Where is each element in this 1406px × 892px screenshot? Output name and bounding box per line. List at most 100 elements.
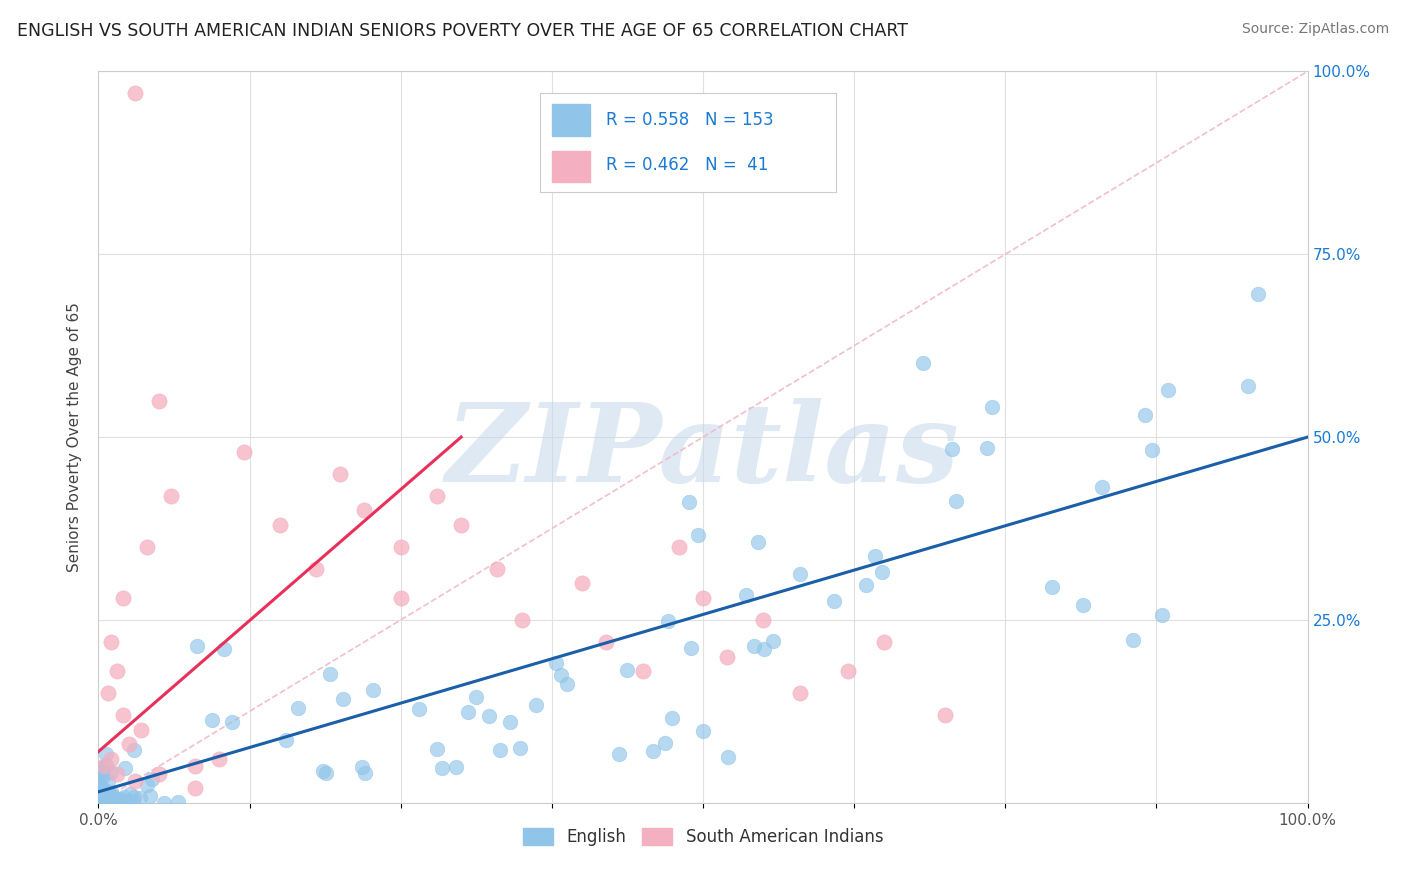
Point: [87, 761, 110, 775]
Point: [90, 795, 112, 809]
Point: [87, 796, 110, 810]
Point: [97, 786, 120, 800]
Point: [319, 667, 342, 681]
Point: [389, 540, 412, 554]
Point: [100, 793, 122, 807]
Point: [91, 785, 114, 799]
Point: [112, 790, 135, 805]
Point: [595, 635, 617, 649]
Point: [136, 778, 159, 792]
Point: [688, 528, 710, 542]
Point: [450, 517, 472, 532]
Point: [90, 796, 112, 810]
Point: [87, 795, 110, 809]
Point: [100, 764, 122, 779]
Text: ENGLISH VS SOUTH AMERICAN INDIAN SENIORS POVERTY OVER THE AGE OF 65 CORRELATION : ENGLISH VS SOUTH AMERICAN INDIAN SENIORS…: [17, 22, 908, 40]
Point: [912, 356, 935, 370]
Text: ZIPatlas: ZIPatlas: [446, 398, 960, 506]
Point: [90, 796, 112, 810]
Point: [315, 765, 337, 780]
Point: [1073, 598, 1095, 612]
Point: [94, 794, 117, 808]
Point: [408, 702, 430, 716]
Point: [110, 792, 132, 806]
Point: [87, 795, 110, 809]
Point: [94, 784, 117, 798]
Point: [762, 634, 785, 648]
Point: [110, 796, 132, 810]
Point: [735, 588, 758, 602]
Point: [654, 736, 676, 750]
Point: [90, 796, 112, 810]
Point: [90, 796, 112, 810]
Point: [945, 493, 967, 508]
Legend: English, South American Indians: English, South American Indians: [516, 822, 890, 853]
Point: [100, 752, 122, 766]
Point: [607, 747, 630, 761]
Point: [93, 759, 115, 773]
Point: [934, 708, 956, 723]
Point: [100, 794, 122, 808]
Point: [87, 772, 110, 787]
Point: [1247, 287, 1270, 301]
Point: [752, 613, 775, 627]
Point: [87, 796, 110, 810]
Point: [571, 576, 593, 591]
Point: [166, 795, 188, 809]
Point: [208, 752, 231, 766]
Point: [1140, 443, 1163, 458]
Point: [100, 635, 122, 649]
Point: [692, 723, 714, 738]
Point: [96, 793, 118, 807]
Point: [87, 795, 110, 809]
Point: [87, 794, 110, 808]
Point: [488, 743, 510, 757]
Y-axis label: Seniors Poverty Over the Age of 65: Seniors Poverty Over the Age of 65: [67, 302, 83, 572]
Point: [855, 578, 877, 592]
Point: [870, 566, 893, 580]
Point: [97, 794, 120, 808]
Point: [184, 759, 207, 773]
Point: [90, 793, 112, 807]
Point: [129, 723, 152, 737]
Point: [114, 794, 136, 808]
Point: [976, 441, 998, 455]
Point: [105, 766, 128, 780]
Point: [93, 783, 115, 797]
Point: [91, 796, 114, 810]
Point: [91, 791, 114, 805]
Point: [108, 795, 131, 809]
Point: [91, 796, 114, 810]
Point: [152, 796, 174, 810]
Point: [87, 768, 110, 782]
Point: [444, 760, 467, 774]
Point: [754, 642, 776, 657]
Point: [89, 787, 111, 801]
Point: [426, 489, 449, 503]
Point: [678, 495, 700, 509]
Point: [94, 789, 117, 804]
Point: [657, 614, 679, 628]
Point: [305, 562, 328, 576]
Point: [332, 691, 354, 706]
Point: [1133, 408, 1156, 422]
Point: [148, 766, 170, 780]
Point: [124, 773, 146, 788]
Point: [287, 701, 309, 715]
Point: [661, 711, 683, 725]
Point: [631, 664, 654, 678]
Point: [87, 796, 110, 810]
Point: [486, 562, 509, 576]
Point: [87, 794, 110, 808]
Point: [524, 698, 547, 712]
Point: [107, 796, 129, 810]
Point: [160, 489, 183, 503]
Point: [692, 591, 714, 605]
Point: [135, 540, 157, 554]
Point: [93, 793, 115, 807]
Point: [96, 758, 118, 772]
Point: [89, 789, 111, 803]
Point: [90, 793, 112, 807]
Point: [550, 668, 572, 682]
Point: [87, 795, 110, 809]
